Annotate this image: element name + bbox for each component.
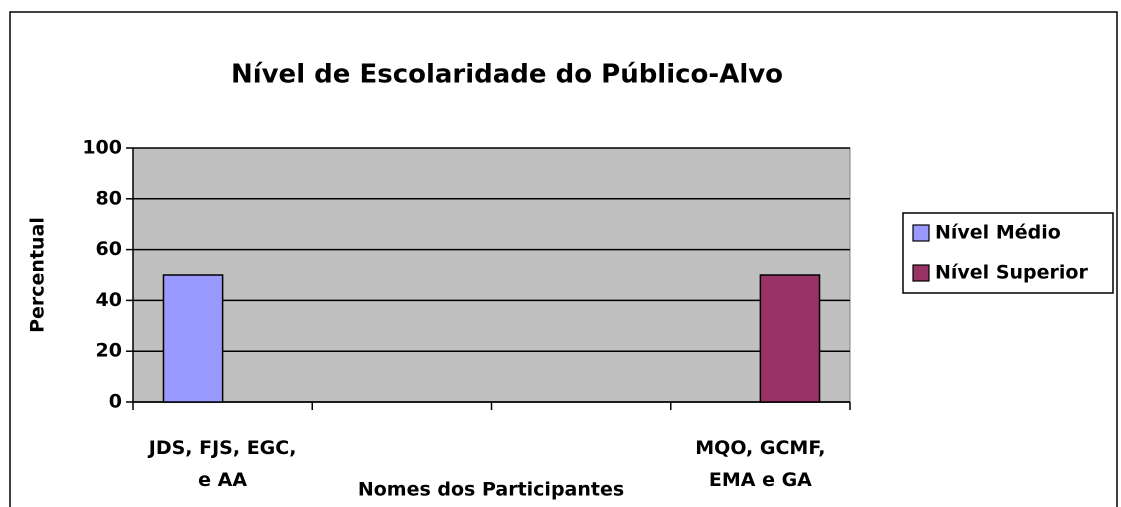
- y-axis-title: Percentual: [27, 217, 49, 333]
- x-tick-label: JDS, FJS, EGC, e AA: [148, 437, 297, 491]
- legend-swatch: [912, 264, 930, 282]
- legend-swatch: [912, 224, 930, 242]
- y-tick-label: 80: [96, 187, 122, 209]
- plot-area: [132, 147, 851, 403]
- x-tick-label: MQO, GCMF, EMA e GA: [695, 437, 826, 491]
- legend-label: Nível Superior: [935, 262, 1088, 284]
- legend-label: Nível Médio: [935, 222, 1061, 244]
- y-tick-label: 40: [96, 289, 122, 311]
- y-tick-label: 100: [82, 137, 122, 159]
- y-tick-label: 0: [109, 391, 122, 413]
- legend-box: [902, 212, 1114, 294]
- y-tick-label: 20: [96, 340, 122, 362]
- x-axis-title: Nomes dos Participantes: [358, 479, 624, 501]
- chart-title: Nível de Escolaridade do Público-Alvo: [231, 60, 783, 90]
- bar: [759, 274, 821, 403]
- bar: [162, 274, 224, 403]
- y-tick-label: 60: [96, 238, 122, 260]
